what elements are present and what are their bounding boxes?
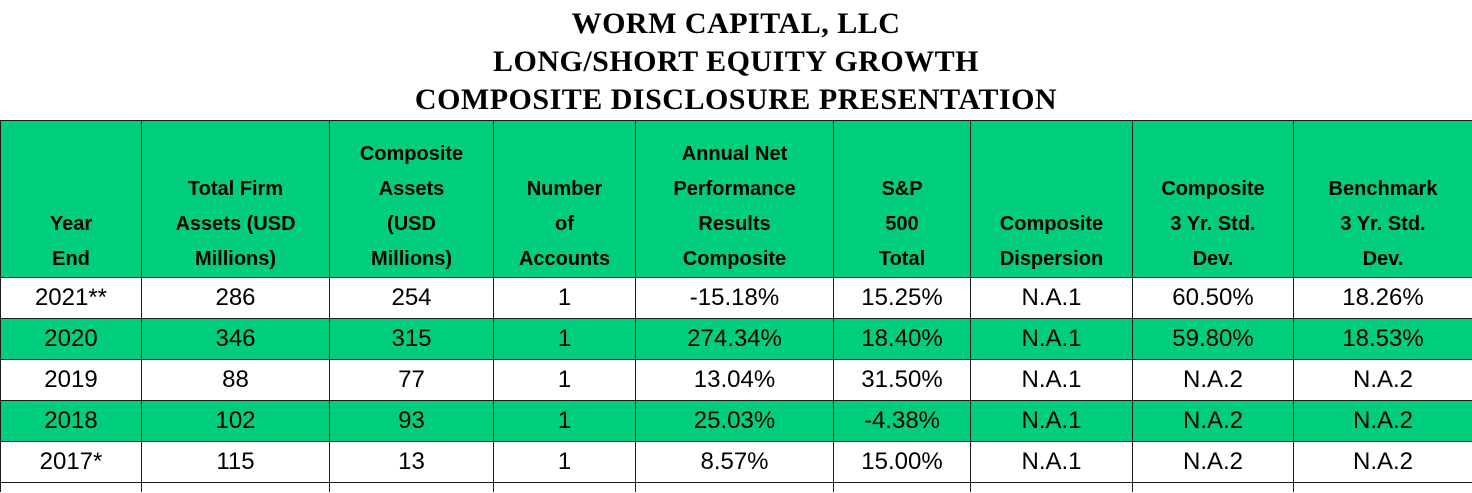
year-cell: 2018: [0, 400, 142, 442]
table-cell: 93: [329, 400, 494, 442]
header-year-end: Year End: [0, 120, 142, 278]
table-cell: -15.18%: [635, 277, 834, 319]
table-cell: N.A.1: [970, 359, 1133, 401]
year-cell: 2019: [0, 359, 142, 401]
table-cell: N.A.1: [970, 277, 1133, 319]
table-cell: N.A.2: [1293, 441, 1472, 483]
table-cell: 346: [141, 318, 330, 360]
year-cell: 2021**: [0, 277, 142, 319]
table-cell: 315: [329, 318, 494, 360]
table-cell: N.A.1: [970, 318, 1133, 360]
presentation-type: COMPOSITE DISCLOSURE PRESENTATION: [414, 83, 1058, 116]
table-cell: 115: [141, 441, 330, 483]
table-cell: 1: [493, 441, 636, 483]
table-cell: 15.25%: [833, 277, 971, 319]
table-cell: 13: [329, 441, 494, 483]
table-cell: 1: [493, 359, 636, 401]
table-row-2019: 2019 88 77 1 13.04% 31.50% N.A.1 N.A.2 N…: [0, 359, 1472, 401]
table-cell: 59.80%: [1132, 318, 1294, 360]
header-benchmark-3yr-std-dev: Benchmark 3 Yr. Std. Dev.: [1293, 120, 1472, 278]
table-cell: 254: [329, 277, 494, 319]
header-composite-dispersion: Composite Dispersion: [970, 120, 1133, 278]
table-cell: N.A.2: [1293, 359, 1472, 401]
table-cell: N.A.2: [1293, 400, 1472, 442]
header-number-of-accounts: Number of Accounts: [493, 120, 636, 278]
table-cell: 8.57%: [635, 441, 834, 483]
header-total-firm-assets: Total Firm Assets (USD Millions): [141, 120, 330, 278]
composite-disclosure-table: Year End Total Firm Assets (USD Millions…: [0, 120, 1472, 492]
table-cell: 286: [141, 277, 330, 319]
table-cell: 1: [493, 400, 636, 442]
table-cell: N.A.2: [1132, 400, 1294, 442]
table-cell: 60.50%: [1132, 277, 1294, 319]
title-block: WORM CAPITAL, LLC LONG/SHORT EQUITY GROW…: [0, 0, 1472, 119]
table-row-2021: 2021** 286 254 1 -15.18% 15.25% N.A.1 60…: [0, 277, 1472, 319]
table-cell: 25.03%: [635, 400, 834, 442]
table-cell: 18.53%: [1293, 318, 1472, 360]
header-composite-assets: Composite Assets (USD Millions): [329, 120, 494, 278]
year-cell: 2017*: [0, 441, 142, 483]
table-cell: 102: [141, 400, 330, 442]
table-cell: 31.50%: [833, 359, 971, 401]
table-cell: 88: [141, 359, 330, 401]
table-cell: N.A.2: [1132, 359, 1294, 401]
strategy-name: LONG/SHORT EQUITY GROWTH: [492, 45, 980, 78]
table-cell: 13.04%: [635, 359, 834, 401]
table-cell: 18.40%: [833, 318, 971, 360]
table-cell: N.A.1: [970, 400, 1133, 442]
header-row: Year End Total Firm Assets (USD Millions…: [0, 120, 1472, 278]
header-composite-3yr-std-dev: Composite 3 Yr. Std. Dev.: [1132, 120, 1294, 278]
header-sp500-total: S&P 500 Total: [833, 120, 971, 278]
table-row-2018: 2018 102 93 1 25.03% -4.38% N.A.1 N.A.2 …: [0, 400, 1472, 442]
table-cell: 77: [329, 359, 494, 401]
partial-cutoff-row: [0, 482, 1472, 492]
year-cell: 2020: [0, 318, 142, 360]
table-cell: 274.34%: [635, 318, 834, 360]
sp500-2018-outlined-cell: -4.38%: [833, 400, 971, 442]
table-cell: N.A.1: [970, 441, 1133, 483]
table-cell: 1: [493, 277, 636, 319]
table-cell: 15.00%: [833, 441, 971, 483]
table-cell: 1: [493, 318, 636, 360]
table-row-2017: 2017* 115 13 1 8.57% 15.00% N.A.1 N.A.2 …: [0, 441, 1472, 483]
company-name: WORM CAPITAL, LLC: [571, 7, 901, 40]
table-cell: 18.26%: [1293, 277, 1472, 319]
table-cell: N.A.2: [1132, 441, 1294, 483]
header-annual-net-performance: Annual Net Performance Results Composite: [635, 120, 834, 278]
table-row-2020: 2020 346 315 1 274.34% 18.40% N.A.1 59.8…: [0, 318, 1472, 360]
